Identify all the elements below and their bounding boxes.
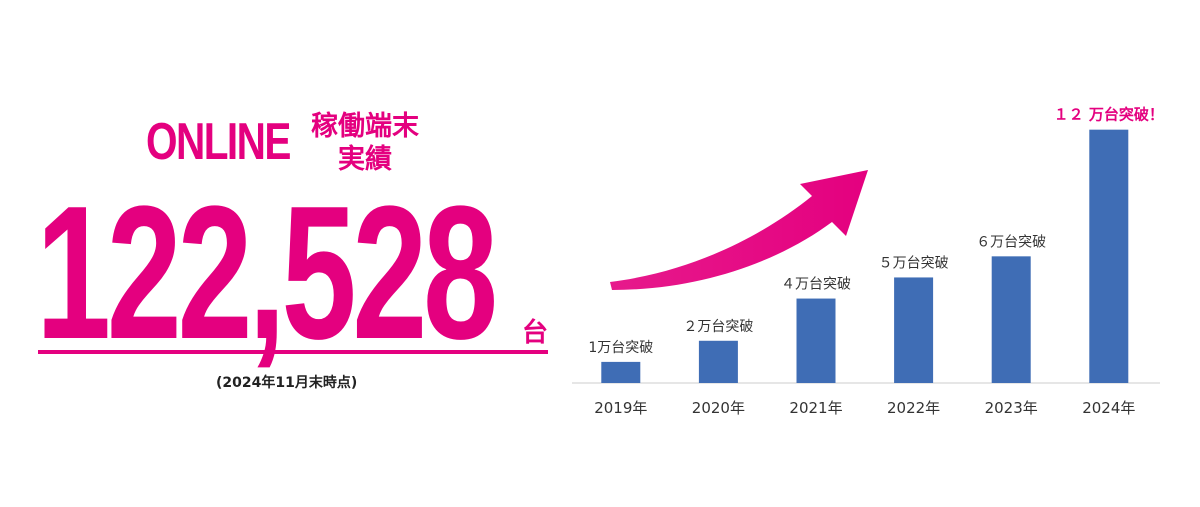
device-count-unit: 台 — [522, 318, 549, 348]
x-tick-label-2: 2021年 — [789, 399, 842, 417]
subtitle-line1: 稼働端末 — [311, 111, 419, 142]
bar-2 — [796, 298, 836, 383]
subtitle-line2: 実績 — [338, 144, 392, 175]
subtitle: 稼働端末 実績 — [310, 110, 420, 176]
bar-1 — [698, 340, 738, 383]
bar-0 — [601, 361, 641, 383]
x-tick-label-4: 2023年 — [985, 399, 1038, 417]
bar-data-label-3: ５万台突破 — [879, 255, 949, 271]
x-tick-label-0: 2019年 — [594, 399, 647, 417]
bar-data-label-1: ２万台突破 — [683, 319, 753, 335]
bar-5 — [1089, 129, 1129, 383]
x-tick-label-5: 2024年 — [1082, 399, 1135, 417]
online-label: ONLINE — [146, 113, 291, 171]
growth-arrow — [610, 170, 868, 290]
bar-data-label-2: ４万台突破 — [781, 277, 851, 293]
as-of-date: (2024年11月末時点) — [216, 375, 358, 391]
x-tick-label-1: 2020年 — [692, 399, 745, 417]
bar-data-label-0: 1万台突破 — [588, 340, 653, 356]
bar-data-label-5: １２ 万台突破！ — [1054, 106, 1164, 124]
device-count: 122,528 — [36, 167, 498, 379]
x-tick-label-3: 2022年 — [887, 399, 940, 417]
number-underline — [38, 350, 548, 354]
bar-4 — [991, 256, 1031, 383]
bar-data-label-4: ６万台突破 — [976, 234, 1046, 250]
bar-3 — [894, 277, 934, 383]
